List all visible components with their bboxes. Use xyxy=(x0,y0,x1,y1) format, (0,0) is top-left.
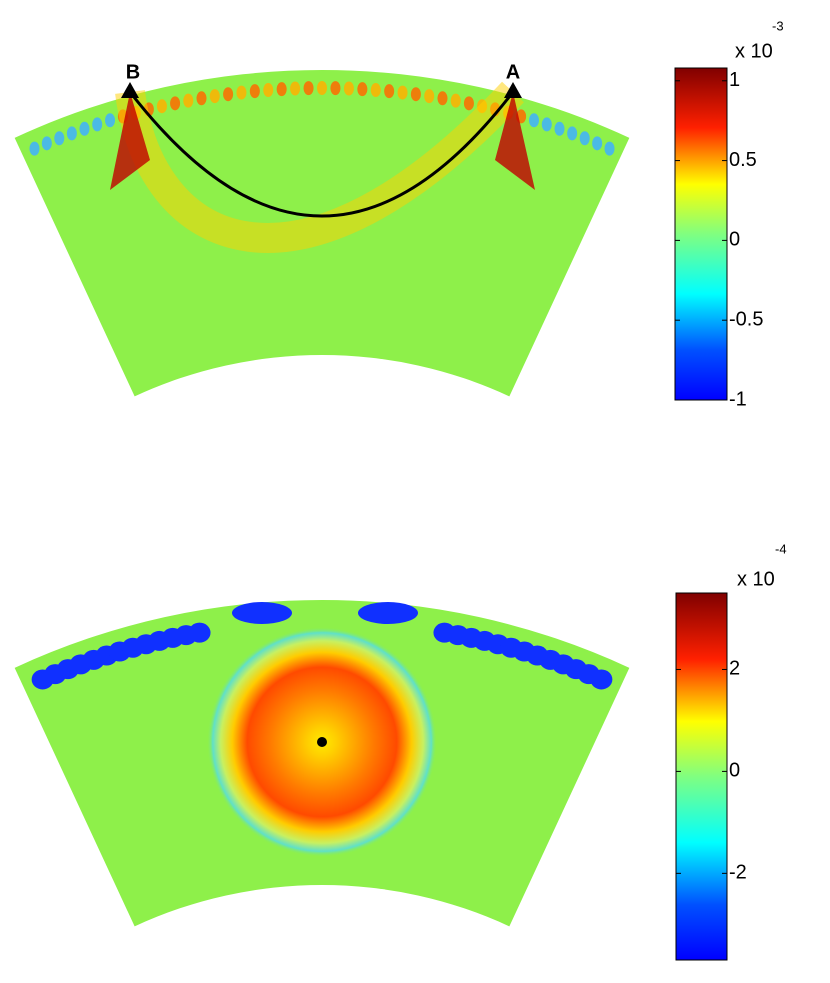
wave-blob xyxy=(290,81,301,96)
colorbar-tick-label: 2 xyxy=(729,658,740,680)
wave-blob xyxy=(528,113,539,128)
wave-blob xyxy=(303,81,314,96)
wave-blob xyxy=(54,131,65,146)
station-label: B xyxy=(126,61,140,83)
colorbar xyxy=(675,592,728,961)
lobe xyxy=(495,92,535,190)
wave-blob xyxy=(249,84,260,99)
wave-blob xyxy=(424,89,435,104)
wave-blob xyxy=(188,622,211,643)
wave-blob xyxy=(554,121,565,136)
wave-blob xyxy=(330,81,341,96)
wave-blob xyxy=(209,89,220,104)
wave-blob xyxy=(579,131,590,146)
wave-blob xyxy=(592,136,603,151)
colorbar-tick-label: -2 xyxy=(729,862,747,884)
wave-blob xyxy=(183,93,194,108)
wave-blob xyxy=(370,83,381,98)
source-point xyxy=(317,737,327,747)
wave-blob xyxy=(358,602,418,624)
wave-blob xyxy=(29,141,40,156)
wave-blob xyxy=(236,85,247,100)
wave-blob xyxy=(66,126,77,141)
wave-blob xyxy=(156,99,167,114)
wave-blob xyxy=(196,91,207,106)
colorbar-tick-label: 0.5 xyxy=(729,149,757,171)
wave-blob xyxy=(92,117,103,132)
colorbar-tick-label: 0 xyxy=(729,229,740,251)
wave-blob xyxy=(276,82,287,97)
colorbar xyxy=(674,67,728,401)
station-label: A xyxy=(506,61,520,83)
wave-blob xyxy=(343,81,354,96)
wave-blob xyxy=(437,91,448,106)
colorbar-tick-label: 1 xyxy=(729,69,740,91)
wave-blob xyxy=(41,136,52,151)
lobe xyxy=(110,92,150,190)
colorbar-tick-label: -1 xyxy=(729,388,747,410)
wave-blob xyxy=(223,87,234,102)
ray-path xyxy=(128,91,515,218)
wave-blob xyxy=(105,113,116,128)
wave-blob xyxy=(450,93,461,108)
colorbar-exponent: -3 xyxy=(772,18,784,33)
colorbar-tick-label: 0 xyxy=(729,760,740,782)
colorbar-tick-label: -0.5 xyxy=(729,308,763,330)
wave-blob xyxy=(232,602,292,624)
colorbar-multiplier: x 10 xyxy=(737,568,775,590)
colorbar-multiplier: x 10 xyxy=(735,40,773,62)
source-marker xyxy=(504,82,522,98)
wave-blob xyxy=(541,117,552,132)
wave-blob xyxy=(463,96,474,111)
wave-blob xyxy=(567,126,578,141)
wave-blob xyxy=(317,81,327,95)
wave-blob xyxy=(590,669,613,690)
wave-blob xyxy=(604,141,615,156)
source-marker xyxy=(121,82,139,98)
wave-blob xyxy=(357,82,368,97)
wave-blob xyxy=(410,87,421,102)
wave-blob xyxy=(263,83,274,98)
wave-blob xyxy=(170,96,181,111)
wave-blob xyxy=(384,84,395,99)
wave-blob xyxy=(397,85,408,100)
wave-blob xyxy=(79,121,90,136)
colorbar-exponent: -4 xyxy=(775,541,787,556)
